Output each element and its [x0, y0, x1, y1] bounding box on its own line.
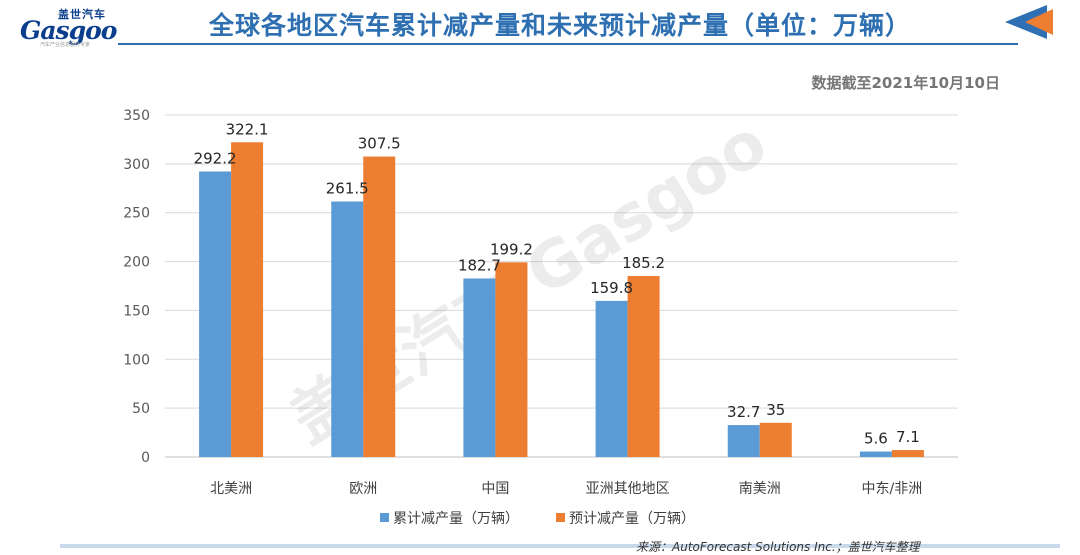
data-label: 185.2 [622, 254, 665, 272]
bar-forecast [627, 276, 660, 457]
x-axis: 北美洲 欧洲 中国 亚洲其他地区 南美洲 中东/非洲 [210, 481, 922, 497]
legend-label: 预计减产量（万辆） [569, 511, 695, 527]
grid-lines [165, 114, 958, 458]
header: 盖世汽车 Gasgoo 汽车产业信息服务专家 全球各地区汽车累计减产量和未来预计… [0, 0, 1080, 48]
y-tick-label: 350 [123, 108, 150, 124]
logo-cn-text: 盖世汽车 [58, 8, 106, 21]
source-note: 来源：AutoForecast Solutions Inc.；盖世汽车整理 [636, 540, 920, 554]
bar-cumulative [859, 451, 892, 457]
y-tick-label: 300 [123, 157, 150, 173]
bar-forecast [891, 450, 924, 457]
bar-cumulative [331, 201, 364, 457]
data-label: 322.1 [226, 120, 269, 138]
data-label: 199.2 [490, 240, 533, 258]
x-tick-label: 中国 [481, 481, 509, 497]
y-tick-label: 0 [141, 450, 150, 466]
y-tick-label: 200 [123, 255, 150, 271]
legend-label: 累计减产量（万辆） [393, 511, 519, 527]
x-tick-label: 欧洲 [349, 481, 377, 497]
legend-swatch [380, 513, 389, 522]
x-tick-label: 北美洲 [210, 481, 252, 497]
data-label: 261.5 [326, 179, 369, 197]
bar-cumulative [727, 425, 760, 457]
data-label: 32.7 [727, 403, 760, 421]
y-tick-label: 150 [123, 303, 150, 319]
data-label: 292.2 [194, 149, 237, 167]
legend: 累计减产量（万辆） 预计减产量（万辆） [380, 511, 695, 527]
bar-cumulative [595, 300, 628, 457]
data-label: 5.6 [864, 430, 888, 448]
legend-swatch [556, 513, 565, 522]
title-rule [118, 43, 1018, 45]
chart-title: 全球各地区汽车累计减产量和未来预计减产量（单位：万辆） [208, 11, 911, 40]
y-tick-label: 100 [123, 352, 150, 368]
y-tick-label: 250 [123, 206, 150, 222]
data-label: 159.8 [590, 279, 633, 297]
logo-en-text: Gasgoo [20, 16, 117, 45]
bar-forecast [759, 422, 792, 457]
data-date-note: 数据截至2021年10月10日 [811, 74, 1001, 92]
x-tick-label: 南美洲 [739, 481, 781, 497]
bar-forecast [363, 156, 396, 457]
data-label: 182.7 [458, 256, 501, 274]
y-tick-label: 50 [132, 401, 150, 417]
bars [199, 142, 924, 457]
x-tick-label: 亚洲其他地区 [586, 481, 670, 497]
back-arrow-icon[interactable] [1003, 3, 1055, 41]
y-axis: 0 50 100 150 200 250 300 350 [123, 108, 150, 466]
logo-subtitle: 汽车产业信息服务专家 [40, 42, 91, 48]
data-label: 307.5 [358, 135, 401, 153]
bar-cumulative [463, 278, 496, 457]
gasgoo-logo: 盖世汽车 Gasgoo 汽车产业信息服务专家 [14, 6, 117, 48]
footer-line [60, 544, 1060, 548]
bar-forecast [231, 142, 264, 457]
data-label: 7.1 [896, 428, 920, 446]
bar-forecast [495, 262, 528, 457]
x-tick-label: 中东/非洲 [862, 481, 923, 497]
bar-cumulative [199, 171, 232, 457]
data-label: 35 [766, 401, 785, 419]
